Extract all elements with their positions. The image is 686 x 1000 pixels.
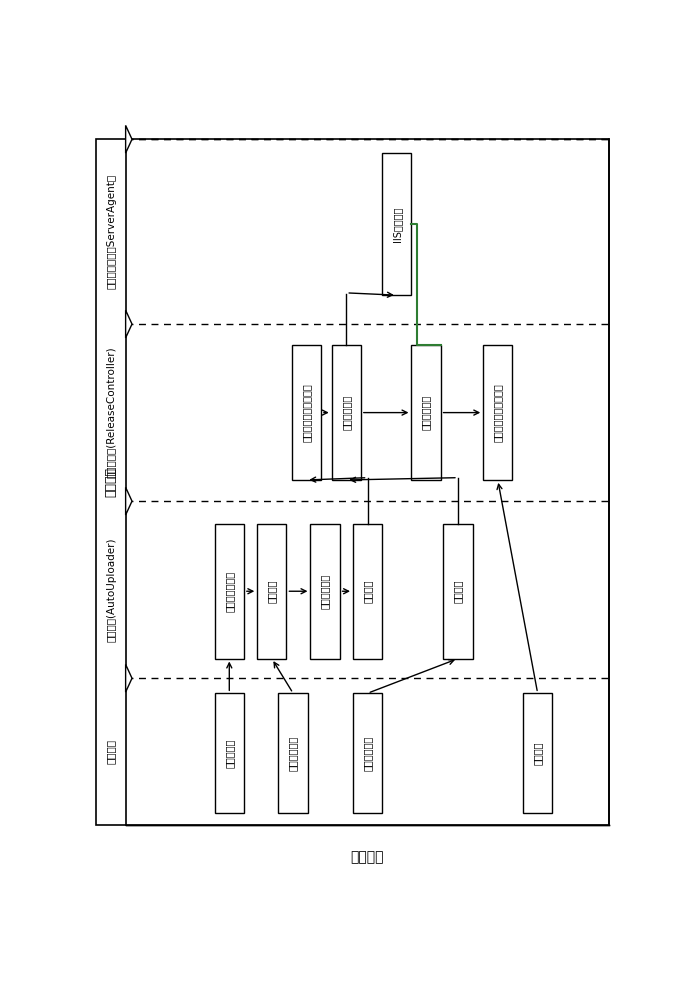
Bar <box>215 524 244 659</box>
Bar <box>292 345 321 480</box>
Bar <box>310 524 340 659</box>
Bar <box>353 524 382 659</box>
Text: 逻辑架构: 逻辑架构 <box>104 467 117 497</box>
Polygon shape <box>126 487 132 515</box>
Text: 发布代理服务（ServerAgent）: 发布代理服务（ServerAgent） <box>106 174 116 289</box>
Bar <box>523 693 552 813</box>
Bar <box>382 153 412 295</box>
Text: IIS配置切换: IIS配置切换 <box>392 206 402 242</box>
Text: 发布管理: 发布管理 <box>106 739 116 764</box>
Text: 上传模块: 上传模块 <box>362 579 372 603</box>
Text: 获取代码及文件: 获取代码及文件 <box>224 571 235 612</box>
Polygon shape <box>126 125 132 153</box>
Bar <box>353 693 382 813</box>
Text: 服务用户: 服务用户 <box>351 850 384 864</box>
Text: 配置切换: 配置切换 <box>453 579 463 603</box>
Text: 激活应用程序: 激活应用程序 <box>421 395 431 430</box>
Text: 启动集群操作（拉入）: 启动集群操作（拉入） <box>493 383 503 442</box>
Polygon shape <box>126 664 132 692</box>
Text: 启动集群操作（拉出）: 启动集群操作（拉出） <box>301 383 311 442</box>
Text: 编译站点: 编译站点 <box>267 579 277 603</box>
Text: 调用代理指令: 调用代理指令 <box>341 395 351 430</box>
Bar <box>96 139 609 825</box>
Bar <box>257 524 287 659</box>
Text: 发布结果: 发布结果 <box>532 741 543 765</box>
Bar <box>483 345 512 480</box>
Bar <box>412 345 440 480</box>
Bar <box>443 524 473 659</box>
Text: 上传生产成功: 上传生产成功 <box>362 735 372 771</box>
Text: 待发布程序包: 待发布程序包 <box>320 574 330 609</box>
Text: 发布操作面板: 发布操作面板 <box>288 735 298 771</box>
Bar <box>279 693 308 813</box>
Bar <box>215 693 244 813</box>
Bar <box>331 345 361 480</box>
Text: 发布控制器(ReleaseController): 发布控制器(ReleaseController) <box>106 347 116 478</box>
Text: 发布申请单: 发布申请单 <box>224 738 235 768</box>
Polygon shape <box>126 310 132 338</box>
Text: 上传系统(AutoUploader): 上传系统(AutoUploader) <box>106 537 116 642</box>
